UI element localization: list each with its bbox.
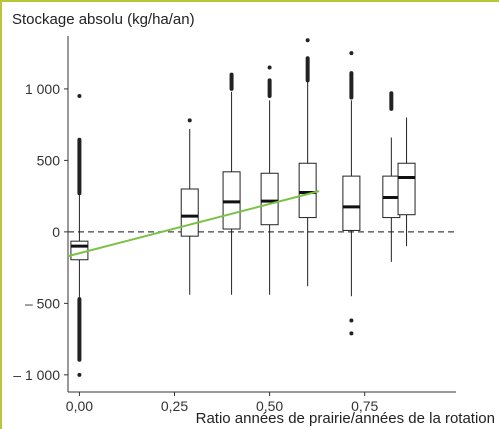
axes: 1 000 500 0 – 500 – 1 000 0,00 0,25 0,50 0,75 (13, 36, 456, 414)
box-group (397, 117, 416, 247)
y-tick-label: 1 000 (25, 81, 60, 97)
frame-left-rule (0, 0, 2, 429)
outlier-point (77, 372, 82, 377)
outlier-point (349, 318, 354, 323)
y-tick-label: 500 (37, 152, 61, 168)
chart-marks (67, 38, 456, 377)
y-tick-label: – 500 (25, 295, 60, 311)
outlier-point (349, 51, 354, 56)
x-tick-label: 0,25 (161, 398, 188, 414)
x-tick-label: 0,75 (351, 398, 378, 414)
outlier-point (349, 331, 354, 336)
trend-line (67, 190, 320, 258)
box-iqr (397, 162, 416, 216)
outlier-point (187, 118, 192, 123)
y-tick-label: 0 (52, 224, 60, 240)
box-iqr (342, 175, 361, 231)
outlier-point (305, 38, 310, 43)
outlier-point (267, 65, 272, 70)
x-tick-label: 0,50 (256, 398, 283, 414)
box-group (70, 94, 89, 377)
box-iqr (260, 172, 279, 226)
frame-top-rule (0, 0, 499, 2)
box-group (222, 72, 241, 295)
box-iqr (180, 188, 199, 237)
box-group (298, 38, 317, 287)
y-tick-label: – 1 000 (13, 367, 60, 383)
box-iqr (298, 162, 317, 219)
box-group (180, 118, 199, 295)
box-group (382, 91, 401, 262)
box-iqr (70, 240, 89, 261)
y-axis-label: Stockage absolu (kg/ha/an) (12, 11, 195, 28)
box-group (342, 51, 361, 336)
x-tick-label: 0,00 (66, 398, 93, 414)
x-axis-label: Ratio années de prairie/années de la rot… (196, 410, 495, 427)
outlier-point (77, 94, 82, 99)
box-group (260, 65, 279, 295)
